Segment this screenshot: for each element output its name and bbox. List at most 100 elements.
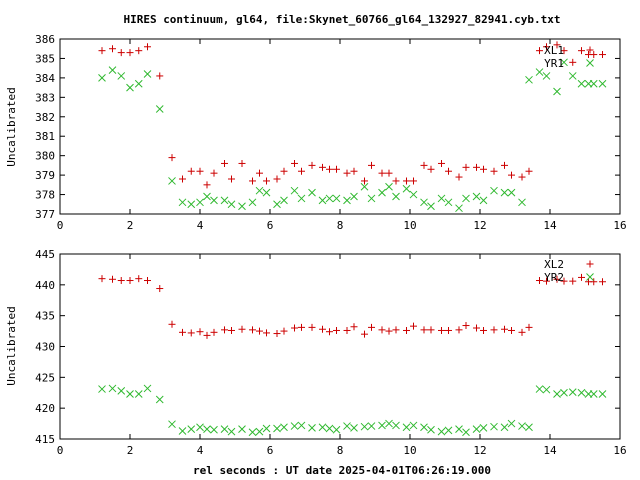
bottom-yr2-point-54-d2 bbox=[577, 388, 586, 397]
bottom-yr2-point-24 bbox=[318, 423, 327, 432]
bottom-legend: XL2 YR2 bbox=[544, 258, 564, 284]
bottom-xl2-point-19 bbox=[273, 330, 281, 338]
top-xl1-point-18 bbox=[263, 177, 270, 185]
bottom-yr2-point-27-d2 bbox=[343, 422, 351, 430]
top-xl1-point-22 bbox=[298, 167, 305, 175]
bottom-xl2-point-4 bbox=[135, 275, 143, 283]
top-xl1-point-23 bbox=[308, 161, 316, 169]
bottom-xl2-point-25 bbox=[326, 328, 333, 336]
bottom-yr2-point-30 bbox=[367, 422, 376, 430]
bottom-yr2-point-19-d2 bbox=[273, 424, 281, 433]
bottom-yr2-point-7 bbox=[168, 420, 176, 429]
top-xl1-point-1 bbox=[109, 45, 116, 53]
bottom-xl2-point-13 bbox=[221, 326, 228, 334]
bottom-yr2-point-16 bbox=[248, 428, 257, 437]
bottom-xl2-point-41 bbox=[462, 322, 470, 330]
bottom-yr2-point-41 bbox=[462, 428, 470, 437]
bottom-xtick-label-7: 14 bbox=[543, 444, 557, 457]
top-yr1-point-32-d2 bbox=[385, 182, 393, 191]
top-yr1-point-11 bbox=[203, 192, 211, 201]
bottom-yr2-point-35 bbox=[409, 421, 418, 430]
bottom-yr2-point-42 bbox=[472, 425, 481, 433]
bottom-yr2-point-51-d2 bbox=[553, 390, 561, 398]
top-yr1-point-0 bbox=[98, 74, 106, 82]
bottom-yr2-point-0 bbox=[98, 385, 106, 393]
bottom-yr2-point-1 bbox=[108, 384, 117, 393]
bottom-xl2-point-24 bbox=[319, 325, 326, 333]
top-ytick-label-4: 381 bbox=[35, 130, 55, 143]
top-yr1-point-51 bbox=[553, 87, 561, 96]
top-yr1-point-3 bbox=[126, 83, 134, 92]
top-ytick-label-7: 384 bbox=[35, 72, 55, 85]
bottom-xl2-point-40 bbox=[455, 326, 463, 334]
top-yr1-point-35 bbox=[409, 190, 418, 199]
top-yr1-point-49 bbox=[535, 68, 544, 76]
top-xl1-point-47 bbox=[518, 173, 526, 181]
bottom-yr2-point-29 bbox=[360, 422, 369, 431]
bottom-yr2-point-39 bbox=[444, 426, 453, 435]
top-xl1-point-50 bbox=[543, 43, 550, 51]
top-yr1-point-48 bbox=[525, 75, 533, 84]
top-yr1-point-36 bbox=[420, 198, 428, 207]
top-xl1-point-26 bbox=[333, 165, 340, 173]
top-yr1-point-22 bbox=[297, 194, 306, 203]
bottom-yr2-point-15 bbox=[238, 425, 246, 433]
bottom-ytick-label-2: 425 bbox=[35, 371, 55, 384]
top-yr1-point-15-d2 bbox=[238, 202, 246, 211]
bottom-legend-label-1: XL2 bbox=[544, 258, 564, 271]
bottom-xl2-point-3 bbox=[126, 277, 134, 285]
bottom-yr2-point-26-d2 bbox=[332, 425, 341, 434]
bottom-yr2-point-2-d2 bbox=[117, 387, 126, 395]
top-yr1-point-39-d2 bbox=[444, 198, 453, 207]
top-yr1-point-25 bbox=[325, 194, 334, 203]
bottom-yr2-point-22 bbox=[297, 421, 306, 430]
top-yr1-point-53 bbox=[568, 72, 577, 80]
bottom-legend-label-2: YR2 bbox=[544, 271, 564, 284]
top-yr1-point-56 bbox=[589, 79, 598, 88]
top-yr1-point-2-d2 bbox=[117, 72, 126, 80]
top-yr1-point-30 bbox=[367, 194, 376, 203]
bottom-y-axis-label: Uncalibrated bbox=[5, 306, 18, 385]
bottom-yr2-point-28 bbox=[350, 424, 358, 432]
bottom-yr2-point-6 bbox=[155, 395, 164, 404]
top-yr1-point-27 bbox=[343, 196, 351, 205]
top-xl1-point-28 bbox=[350, 167, 358, 175]
bottom-yr2-point-9-d2 bbox=[187, 425, 196, 433]
top-yr1-point-6 bbox=[155, 105, 164, 113]
bottom-yr2-point-21 bbox=[290, 422, 299, 430]
bottom-yr2-point-32 bbox=[385, 419, 393, 428]
bottom-ytick-label-0: 415 bbox=[35, 433, 55, 446]
bottom-yr2-point-52-d2 bbox=[560, 388, 568, 397]
top-xl1-legend-marker bbox=[586, 46, 594, 54]
bottom-yr2-point-25-d2 bbox=[325, 424, 334, 433]
top-xl1-point-21 bbox=[291, 159, 298, 167]
top-yr1-point-9-d2 bbox=[187, 200, 196, 209]
bottom-yr2-point-49 bbox=[535, 385, 544, 393]
top-yr1-point-38 bbox=[437, 194, 446, 203]
top-xtick-label-1: 2 bbox=[127, 219, 134, 232]
top-yr1-point-15 bbox=[238, 202, 246, 211]
top-yr1-point-47 bbox=[518, 198, 526, 207]
bottom-xl2-point-16 bbox=[249, 326, 256, 334]
top-yr1-point-40-d2 bbox=[455, 204, 463, 213]
bottom-yr2-point-46 bbox=[507, 419, 516, 428]
bottom-yr2-point-0-d2 bbox=[98, 385, 106, 393]
top-yr1-point-27-d2 bbox=[343, 196, 351, 205]
top-yr1-point-26-d2 bbox=[332, 194, 341, 203]
top-yr1-point-13-d2 bbox=[220, 196, 229, 205]
bottom-xl2-point-10 bbox=[196, 328, 204, 336]
bottom-yr2-point-30-d2 bbox=[367, 422, 376, 430]
bottom-yr2-point-47-d2 bbox=[518, 422, 526, 430]
top-xl1-point-12 bbox=[210, 169, 218, 177]
bottom-yr2-point-8 bbox=[178, 427, 187, 435]
top-xl1-point-13 bbox=[221, 159, 228, 167]
top-xl1-point-27 bbox=[343, 169, 351, 177]
bottom-yr2-point-4 bbox=[134, 390, 143, 398]
bottom-yr2-point-50 bbox=[542, 385, 551, 394]
bottom-yr2-point-12 bbox=[210, 425, 218, 434]
bottom-yr2-point-38-d2 bbox=[437, 427, 446, 436]
top-yr1-point-45 bbox=[500, 188, 509, 197]
bottom-yr2-point-10-d2 bbox=[196, 423, 204, 432]
bottom-xl2-point-5 bbox=[144, 277, 151, 285]
bottom-xl2-point-29 bbox=[361, 330, 368, 338]
